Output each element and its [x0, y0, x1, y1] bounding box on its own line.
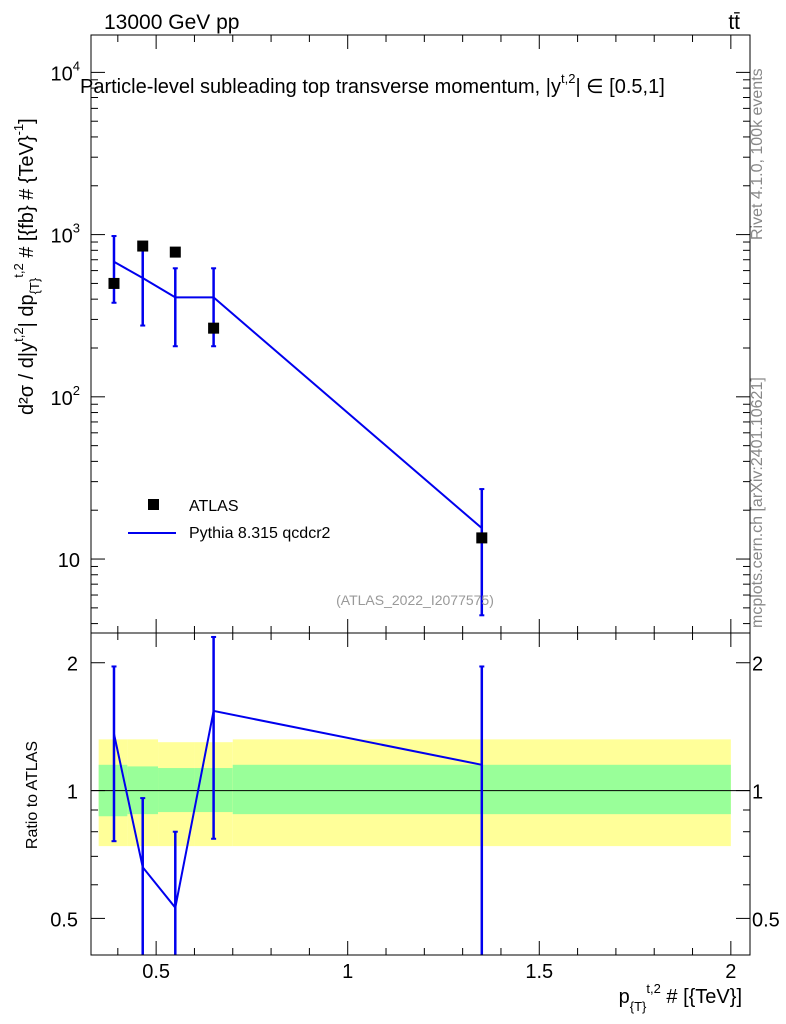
x-tick-label: 1	[342, 961, 353, 983]
atlas-data-point	[169, 246, 181, 258]
process-label: tt̄	[728, 11, 740, 34]
atlas-data-point	[108, 277, 120, 289]
main-plot-frame	[90, 34, 751, 634]
ratio-y-tick-label-right: 2	[752, 654, 763, 676]
main-y-tick-label: 10	[58, 550, 80, 572]
main-y-tick-label: 104	[51, 58, 80, 85]
rivet-label: Rivet 4.1.0, 100k events	[749, 68, 766, 240]
ratio-plot-frame	[90, 632, 751, 956]
main-axis-ticks: 10 102 103 104	[51, 35, 750, 633]
mcplots-label: mcplots.cern.ch [arXiv:2401.10621]	[749, 377, 766, 628]
ratio-y-axis-label: Ratio to ATLAS	[24, 741, 41, 849]
legend: ATLAS Pythia 8.315 qcdcr2	[128, 498, 331, 542]
main-y-axis-label: d²σ / d|yt,2| dp{T}t,2 # [{fb} # {TeV}-1…	[11, 118, 42, 415]
ratio-uncertainty-bands	[98, 739, 731, 847]
main-y-tick-label: 102	[51, 383, 80, 410]
ratio-y-tick-label-left: 1	[67, 782, 78, 804]
main-plot-panel: 10 102 103 104 Particle-level subleading to…	[11, 34, 751, 634]
energy-label: 13000 GeV pp	[104, 11, 239, 34]
main-plot-title: Particle-level subleading top transverse…	[80, 71, 665, 98]
ratio-y-tick-label-right: 0.5	[752, 909, 780, 931]
analysis-watermark: (ATLAS_2022_I2077575)	[336, 592, 494, 608]
atlas-data-point	[208, 322, 220, 334]
x-tick-label: 2	[725, 961, 736, 983]
legend-atlas-marker	[148, 499, 159, 510]
x-axis-label: p{T}t,2 # [{TeV}]	[619, 981, 742, 1014]
main-plot-marks	[108, 235, 488, 617]
ratio-plot-panel: 0.5 0.5 1 1 2 2 0.5 1 1.5 2 Ratio to ATLAS p{T}t,…	[24, 632, 780, 1014]
atlas-data-point	[137, 240, 149, 252]
main-y-tick-label: 103	[51, 221, 80, 248]
atlas-data-point	[476, 532, 488, 544]
ratio-axis-ticks: 0.5 0.5 1 1 2 2 0.5 1 1.5 2	[50, 633, 780, 983]
ratio-inner-band	[158, 768, 195, 813]
ratio-plot-marks	[91, 635, 750, 955]
ratio-y-tick-label-left: 2	[67, 654, 78, 676]
x-tick-label: 1.5	[525, 961, 553, 983]
ratio-y-tick-label-right: 1	[752, 782, 763, 804]
legend-atlas-label: ATLAS	[189, 498, 239, 515]
x-tick-label: 0.5	[142, 961, 170, 983]
legend-pythia-label: Pythia 8.315 qcdcr2	[189, 525, 331, 542]
ratio-y-tick-label-left: 0.5	[50, 909, 78, 931]
mc-prediction-line	[113, 260, 483, 529]
